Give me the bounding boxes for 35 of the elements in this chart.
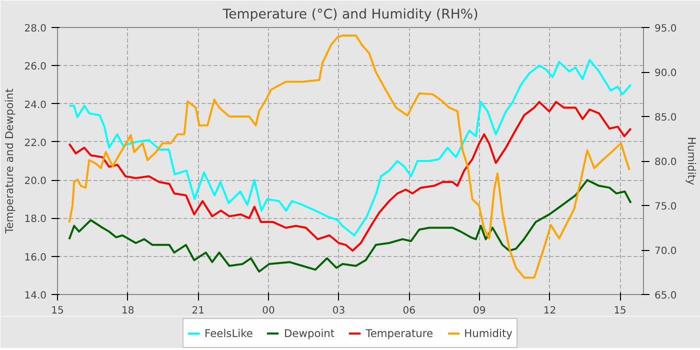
x-tick-label: 15 xyxy=(614,306,626,316)
y2-axis-title: Humidity xyxy=(684,136,698,186)
x-tick-label: 15 xyxy=(51,306,64,316)
y-tick-label: 22.0 xyxy=(24,138,46,149)
line-series xyxy=(68,34,630,279)
line-series xyxy=(68,179,632,273)
x-tick-label: 09 xyxy=(473,306,486,316)
y-tick-label: 24.0 xyxy=(24,100,46,111)
y2-tick-label: 85.0 xyxy=(654,112,677,124)
y-tick-label: 16.0 xyxy=(24,252,46,264)
legend-label: FeelsLike xyxy=(204,326,253,340)
legend-label: Humidity xyxy=(464,326,512,340)
y-tick-label: 18.0 xyxy=(24,214,46,226)
y-tick-label: 28.0 xyxy=(24,24,46,34)
y2-tick-label: 95.0 xyxy=(654,24,677,34)
y2-tick-label: 65.0 xyxy=(654,290,677,302)
y-tick-label: 20.0 xyxy=(24,176,46,188)
x-tick-label: 06 xyxy=(402,306,416,316)
y2-tick-label: 75.0 xyxy=(654,202,677,212)
x-tick-label: 12 xyxy=(543,306,556,316)
x-tick-label: 21 xyxy=(192,306,205,316)
y2-tick-label: 80.0 xyxy=(654,157,677,168)
line-series xyxy=(68,58,632,236)
y-tick-label: 14.0 xyxy=(24,290,46,302)
line-series xyxy=(68,100,632,252)
y2-tick-label: 70.0 xyxy=(654,246,677,257)
x-tick-label: 03 xyxy=(332,306,346,316)
legend-label: Dewpoint xyxy=(284,326,335,340)
legend-label: Temperature xyxy=(366,326,434,340)
chart-title: Temperature (°C) and Humidity (RH%) xyxy=(222,8,478,22)
y2-tick-label: 90.0 xyxy=(654,68,677,79)
y-tick-label: 26.0 xyxy=(24,62,46,73)
y-axis-title: Temperature and Dewpoint xyxy=(3,88,16,234)
x-tick-label: 00 xyxy=(262,306,275,316)
x-tick-label: 18 xyxy=(121,306,134,316)
